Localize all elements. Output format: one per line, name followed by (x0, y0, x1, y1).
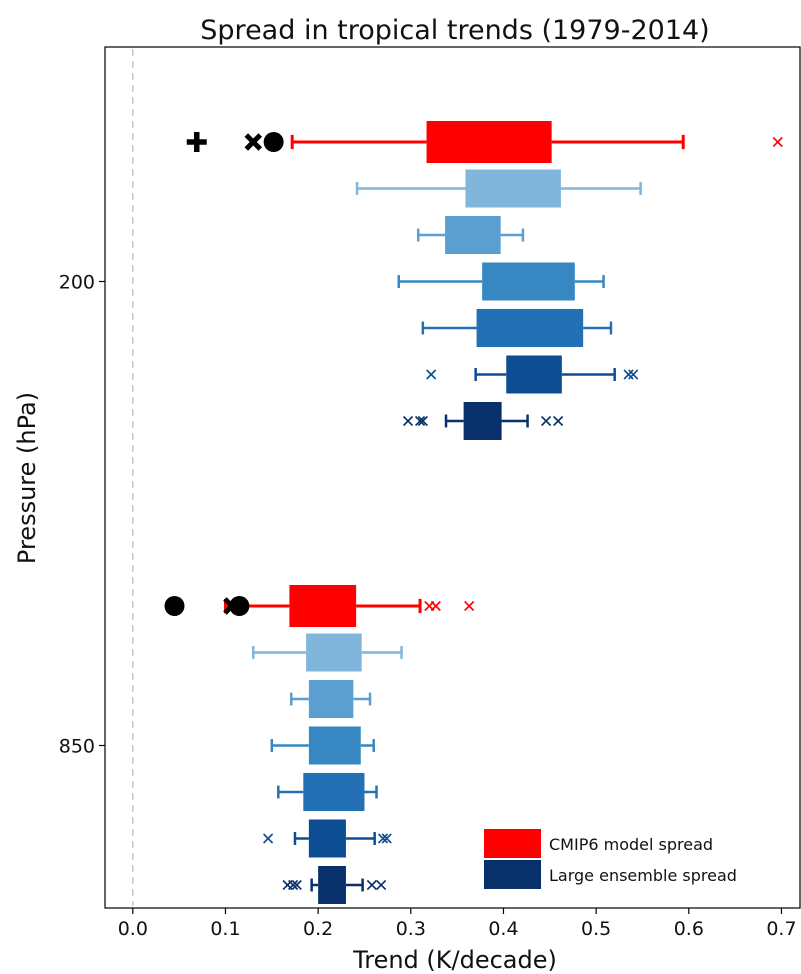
box (308, 726, 361, 765)
outlier-marker (288, 879, 299, 891)
box (306, 633, 362, 672)
outlier-marker (772, 136, 783, 148)
box (426, 121, 552, 163)
outlier-marker (553, 415, 564, 427)
observation-circle (263, 132, 284, 152)
boxes-layer (164, 121, 783, 904)
outlier-marker (623, 369, 634, 380)
x-axis: 0.0 0.1 0.2 0.3 0.4 0.5 0.6 0.7 (118, 908, 797, 940)
x-tick-label: 0.0 (118, 918, 148, 940)
x-tick-label: 0.6 (674, 918, 704, 940)
outlier-marker (377, 833, 389, 844)
x-tick-label: 0.1 (210, 918, 240, 940)
x-tick-label: 0.7 (766, 918, 796, 940)
box (506, 355, 562, 394)
x-tick-label: 0.3 (396, 918, 426, 940)
legend-swatch (484, 829, 541, 858)
box (308, 680, 354, 718)
box (318, 866, 346, 904)
outlier-marker (291, 879, 302, 891)
plot-frame (104, 46, 801, 909)
y-tick-label: 200 (59, 272, 95, 294)
y-tick-label: 850 (59, 736, 95, 758)
outlier-marker (430, 600, 441, 612)
outlier-marker (376, 879, 387, 891)
outlier-marker (426, 369, 437, 380)
legend-label: Large ensemble spread (549, 866, 737, 885)
box (308, 819, 346, 858)
outlier-marker (464, 600, 475, 612)
observation-x (244, 133, 263, 151)
box (482, 262, 575, 301)
outlier-marker (381, 833, 392, 844)
outlier-marker (366, 879, 377, 891)
chart-title: Spread in tropical trends (1979-2014) (200, 15, 709, 46)
outlier-marker (541, 415, 552, 427)
outlier-marker (628, 369, 639, 380)
x-tick-label: 0.2 (303, 918, 333, 940)
observation-x (223, 597, 241, 615)
outlier-marker (402, 415, 414, 427)
y-axis-label: Pressure (hPa) (13, 392, 41, 564)
legend-label: CMIP6 model spread (549, 835, 713, 854)
pressure-group-200 (186, 121, 783, 440)
x-axis-label: Trend (K/decade) (352, 946, 557, 974)
box (303, 773, 365, 811)
box (476, 309, 584, 347)
outlier-marker (417, 415, 428, 427)
x-tick-label: 0.4 (488, 918, 518, 940)
y-axis: 200 850 (59, 272, 105, 758)
observation-circle (164, 596, 185, 616)
observation-plus (186, 132, 207, 152)
box (463, 402, 502, 440)
x-tick-label: 0.5 (581, 918, 611, 940)
box (465, 169, 561, 208)
box (289, 585, 357, 627)
legend: CMIP6 model spread Large ensemble spread (484, 829, 737, 889)
legend-swatch (484, 860, 541, 889)
outlier-marker (263, 833, 274, 844)
plot-area (104, 46, 801, 909)
box (445, 216, 501, 254)
pressure-group-850 (164, 585, 475, 904)
outlier-marker (415, 415, 426, 427)
